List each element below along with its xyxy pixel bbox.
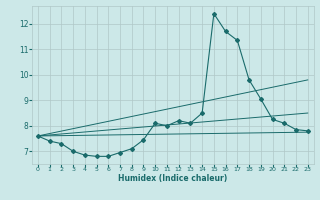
X-axis label: Humidex (Indice chaleur): Humidex (Indice chaleur) (118, 174, 228, 183)
